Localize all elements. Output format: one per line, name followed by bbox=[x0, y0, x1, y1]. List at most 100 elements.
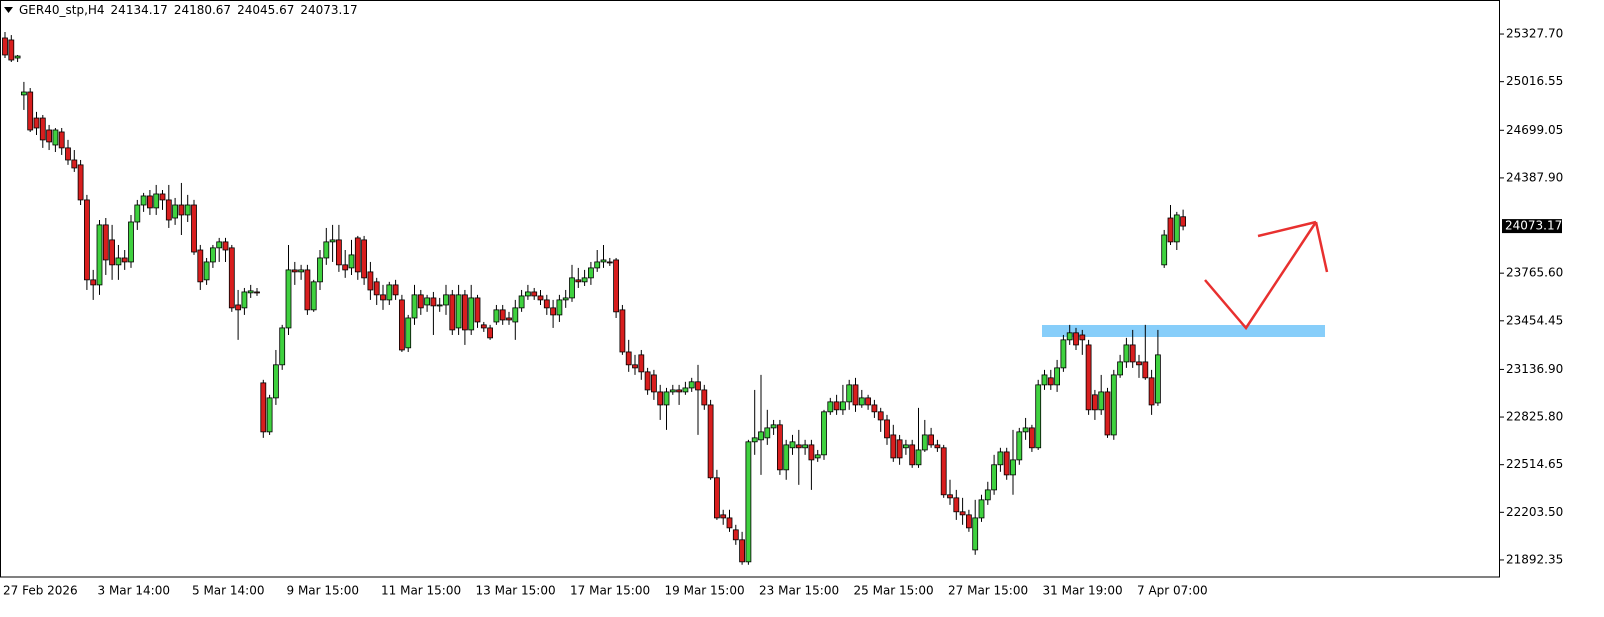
candle-body bbox=[1029, 427, 1035, 449]
candle-body bbox=[688, 381, 695, 389]
candle-body bbox=[777, 424, 783, 471]
candle-body bbox=[537, 295, 544, 301]
candle-body bbox=[1117, 361, 1123, 376]
candle-body bbox=[814, 454, 821, 459]
candle-body bbox=[191, 204, 197, 253]
dropdown-icon[interactable] bbox=[4, 6, 13, 14]
candle-body bbox=[121, 257, 128, 263]
candle-body bbox=[858, 397, 865, 406]
candle-body bbox=[203, 261, 210, 281]
candle-body bbox=[701, 389, 708, 406]
candle-body bbox=[934, 444, 941, 449]
candle-body bbox=[518, 295, 525, 309]
candle-body bbox=[827, 401, 834, 413]
x-tick-label: 9 Mar 15:00 bbox=[287, 584, 360, 598]
candle-body bbox=[512, 307, 519, 323]
candle-body bbox=[1085, 344, 1092, 411]
candle-body bbox=[128, 221, 134, 263]
candle-body bbox=[65, 147, 71, 161]
candle-body bbox=[228, 247, 235, 309]
candle-body bbox=[468, 297, 475, 331]
close-value: 24073.17 bbox=[300, 3, 358, 17]
candle-body bbox=[102, 224, 109, 261]
candle-body bbox=[178, 204, 185, 216]
candle-body bbox=[928, 434, 934, 446]
candle-body bbox=[1155, 354, 1161, 404]
candle-body bbox=[1041, 374, 1048, 386]
x-tick-label: 19 Mar 15:00 bbox=[665, 584, 745, 598]
projection-arrow bbox=[1204, 221, 1318, 331]
candle-body bbox=[77, 164, 84, 201]
candle-body bbox=[594, 261, 601, 269]
candle-body bbox=[732, 529, 739, 541]
candle-body bbox=[1022, 427, 1029, 433]
candle-body bbox=[619, 309, 626, 353]
chart-title: GER40_stp,H4 bbox=[19, 3, 105, 17]
candle-body bbox=[184, 204, 191, 216]
candle-body bbox=[543, 299, 550, 309]
candle-body bbox=[411, 294, 418, 319]
candle-body bbox=[865, 397, 871, 406]
candle-body bbox=[417, 294, 424, 309]
candle-body bbox=[304, 269, 311, 311]
candle-body bbox=[833, 401, 840, 411]
candle-body bbox=[209, 247, 216, 263]
candle-body bbox=[449, 294, 456, 331]
candle-body bbox=[940, 447, 947, 496]
candle-body bbox=[329, 239, 336, 243]
high-value: 24180.67 bbox=[173, 3, 232, 17]
candle-body bbox=[380, 294, 386, 301]
candle-body bbox=[695, 381, 701, 391]
candle-body bbox=[758, 431, 764, 441]
candle-body bbox=[2, 37, 8, 56]
candle-body bbox=[1010, 459, 1016, 476]
candle-body bbox=[1047, 377, 1054, 386]
candle-body bbox=[20, 91, 27, 96]
candle-body bbox=[1092, 394, 1098, 411]
candle-body bbox=[569, 277, 575, 299]
candle-body bbox=[361, 239, 368, 279]
candle-body bbox=[197, 249, 204, 283]
low-value: 24045.67 bbox=[237, 3, 295, 17]
candle-body bbox=[991, 464, 997, 491]
candle-body bbox=[1073, 332, 1079, 346]
candle-body bbox=[323, 241, 330, 259]
candle-body bbox=[1129, 344, 1136, 363]
candle-body bbox=[984, 489, 991, 501]
candle-body bbox=[562, 297, 569, 301]
candle-body bbox=[260, 382, 267, 433]
x-tick-label: 3 Mar 14:00 bbox=[98, 584, 171, 598]
candle-body bbox=[903, 444, 909, 449]
candle-body bbox=[808, 444, 815, 461]
candle-body bbox=[625, 351, 632, 366]
candle-body bbox=[27, 91, 34, 131]
candle-body bbox=[172, 204, 179, 219]
chart-header: GER40_stp,H4 24134.17 24180.67 24045.67 … bbox=[4, 3, 358, 17]
candle-body bbox=[84, 199, 90, 281]
candle-body bbox=[354, 237, 361, 273]
x-tick-label: 11 Mar 15:00 bbox=[381, 584, 461, 598]
candle-body bbox=[638, 354, 645, 373]
candle-body bbox=[714, 477, 720, 519]
candle-body bbox=[493, 309, 500, 323]
candle-body bbox=[959, 511, 966, 516]
candle-body bbox=[821, 411, 827, 456]
candle-body bbox=[348, 254, 355, 269]
candle-body bbox=[1054, 367, 1060, 386]
candle-body bbox=[14, 55, 21, 59]
candle-body bbox=[978, 499, 985, 519]
candle-body bbox=[966, 514, 972, 529]
candle-body bbox=[676, 389, 682, 393]
candle-body bbox=[266, 397, 273, 433]
candle-body bbox=[1079, 334, 1086, 341]
candle-body bbox=[802, 444, 808, 449]
candle-body bbox=[430, 297, 437, 307]
candle-body bbox=[241, 291, 248, 309]
candle-body bbox=[682, 387, 689, 393]
candle-body bbox=[115, 257, 122, 266]
candle-body bbox=[947, 494, 953, 499]
candle-body bbox=[997, 451, 1004, 466]
candle-body bbox=[335, 239, 342, 266]
candle-body bbox=[840, 401, 846, 411]
